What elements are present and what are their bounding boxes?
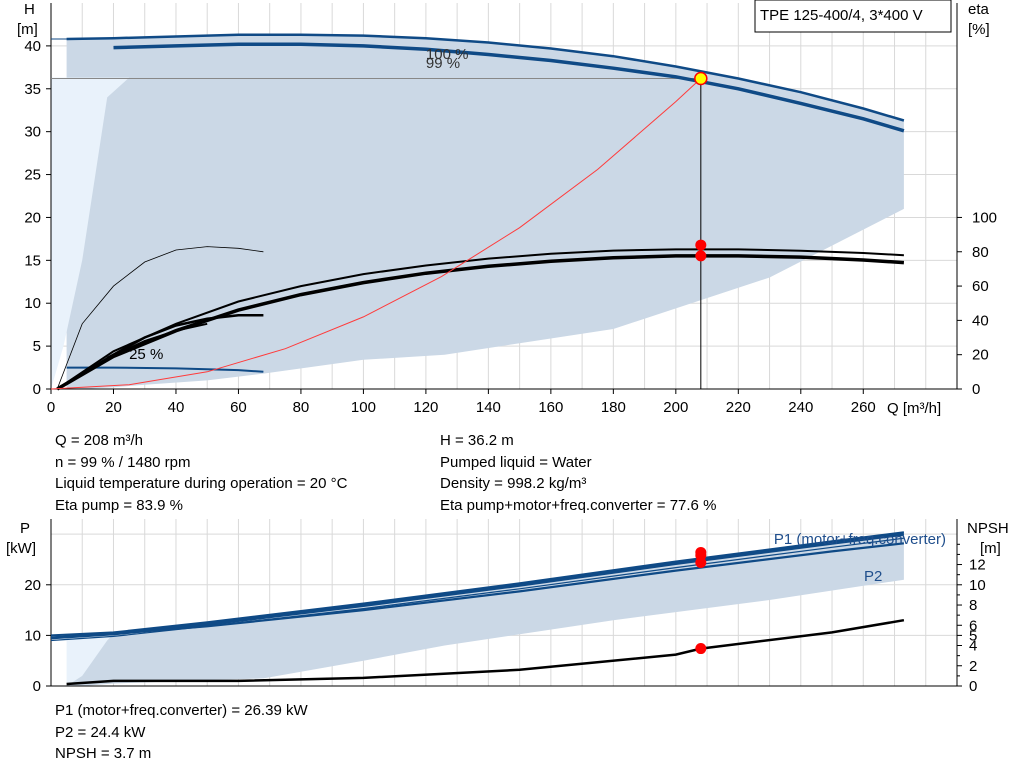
npsh-marker <box>695 643 707 655</box>
operating-info-left: Q = 208 m³/h n = 99 % / 1480 rpm Liquid … <box>55 430 347 516</box>
curve-label-99: 99 % <box>426 55 460 72</box>
y-axis-label: H <box>24 1 35 18</box>
y-tick-label: 40 <box>24 38 41 55</box>
y2-axis-label: eta <box>968 1 990 18</box>
legend-p1: P1 (motor+freq.converter) <box>774 531 946 548</box>
power-npsh-chart: 0 10 20 0 2 456 8 10 12 P [kW] NPSH [m] P1 (motor+fre… <box>6 519 1009 695</box>
eta-pump-curve <box>56 248 904 390</box>
curve-label-25: 25 % <box>129 346 163 363</box>
y-tick-label: 0 <box>33 381 41 398</box>
eta-pump-marker <box>695 239 707 251</box>
p-tick-label: 20 <box>24 577 41 594</box>
x-tick-label: 120 <box>413 399 438 416</box>
y-tick-label: 15 <box>24 252 41 269</box>
info-eta-total: Eta pump+motor+freq.converter = 77.6 % <box>440 496 717 514</box>
p-axis-label: P <box>20 520 30 537</box>
info-density: Density = 998.2 kg/m³ <box>440 475 587 492</box>
head-curve-25 <box>66 366 264 373</box>
x-tick-label: 140 <box>476 399 501 416</box>
x-axis-label: Q [m³/h] <box>887 400 941 417</box>
p2-curve <box>113 542 905 635</box>
x-tick-label: 200 <box>663 399 688 416</box>
x-tick-label: 220 <box>726 399 751 416</box>
power-area <box>66 532 904 686</box>
x-tick-label: 260 <box>851 399 876 416</box>
y2-tick-label: 80 <box>972 244 989 261</box>
p-tick-label: 10 <box>24 627 41 644</box>
y2-tick-label: 60 <box>972 278 989 295</box>
system-curve <box>50 78 702 390</box>
operating-info-right: H = 36.2 m Pumped liquid = Water Density… <box>440 430 716 516</box>
chart-title: TPE 125-400/4, 3*400 V <box>760 7 923 24</box>
eta-curve-25-thin <box>56 246 264 390</box>
y-tick-label: 5 <box>33 338 41 355</box>
info-p1: P1 (motor+freq.converter) = 26.39 kW <box>55 702 308 719</box>
eta-curve-25 <box>106 313 264 360</box>
y2-tick-label: 40 <box>972 312 989 329</box>
npsh-tick-label: 8 <box>969 597 977 614</box>
head-efficiency-chart: 0 20 40 60 80 100 120 140 160 180 200 220 240 2600510… <box>17 0 997 417</box>
x-tick-label: 20 <box>105 399 122 416</box>
y-tick-label: 35 <box>24 81 41 98</box>
y-axis-unit: [m] <box>17 21 38 38</box>
info-p2: P2 = 24.4 kW <box>55 723 146 741</box>
npsh-tick-label: 2 <box>969 658 977 675</box>
x-tick-label: 60 <box>230 399 247 416</box>
p1-curve-upper <box>50 531 905 637</box>
info-head: H = 36.2 m <box>440 432 514 449</box>
x-tick-label: 240 <box>788 399 813 416</box>
npsh-tick-label: 0 <box>969 678 977 695</box>
title-box <box>754 0 952 33</box>
legend-p2: P2 <box>864 568 882 585</box>
npsh-curve <box>66 618 905 686</box>
info-eta-pump: Eta pump = 83.9 % <box>55 496 183 514</box>
head-curve-99 <box>113 42 905 133</box>
npsh-tick-label: 6 <box>969 617 977 634</box>
p-axis-unit: [kW] <box>6 540 36 557</box>
info-npsh: NPSH = 3.7 m <box>55 745 152 762</box>
y2-tick-label: 100 <box>972 209 997 226</box>
npsh-tick-label: 12 <box>969 557 986 574</box>
power-low-flow-region <box>66 633 114 686</box>
y2-tick-label: 20 <box>972 347 989 364</box>
power-marker <box>695 557 707 569</box>
x-tick-label: 80 <box>293 399 310 416</box>
eta-total-marker <box>695 250 707 262</box>
power-info: P1 (motor+freq.converter) = 26.39 kW P2 … <box>55 700 308 765</box>
info-flow: Q = 208 m³/h <box>55 432 143 449</box>
x-tick-label: 160 <box>538 399 563 416</box>
info-pumped-liquid: Pumped liquid = Water <box>440 453 592 471</box>
x-tick-label: 100 <box>351 399 376 416</box>
x-tick-label: 40 <box>168 399 185 416</box>
y2-tick-label: 0 <box>972 381 980 398</box>
curve-label-100: 100 % <box>426 46 469 63</box>
y-tick-label: 25 <box>24 167 41 184</box>
p2-curve-upper <box>50 537 904 642</box>
y-tick-label: 20 <box>24 209 41 226</box>
info-speed: n = 99 % / 1480 rpm <box>55 453 191 471</box>
npsh-axis-unit: [m] <box>980 540 1001 557</box>
npsh-tick-label: 4 <box>969 638 977 655</box>
head-curve-100 <box>66 33 905 122</box>
npsh-tick-label: 10 <box>969 577 986 594</box>
y-tick-label: 10 <box>24 295 41 312</box>
npsh-tick-label: 5 <box>969 627 977 644</box>
p-tick-label: 0 <box>33 678 41 695</box>
eta-curve-25-lower <box>56 322 208 390</box>
npsh-axis-label: NPSH <box>967 520 1009 537</box>
y2-axis-unit: [%] <box>968 21 990 38</box>
eta-total-curve <box>56 254 905 391</box>
operating-point-marker <box>694 71 708 86</box>
x-tick-label: 0 <box>47 399 55 416</box>
info-liquid-temperature: Liquid temperature during operation = 20… <box>55 475 348 492</box>
x-tick-label: 180 <box>601 399 626 416</box>
y-tick-label: 30 <box>24 124 41 141</box>
